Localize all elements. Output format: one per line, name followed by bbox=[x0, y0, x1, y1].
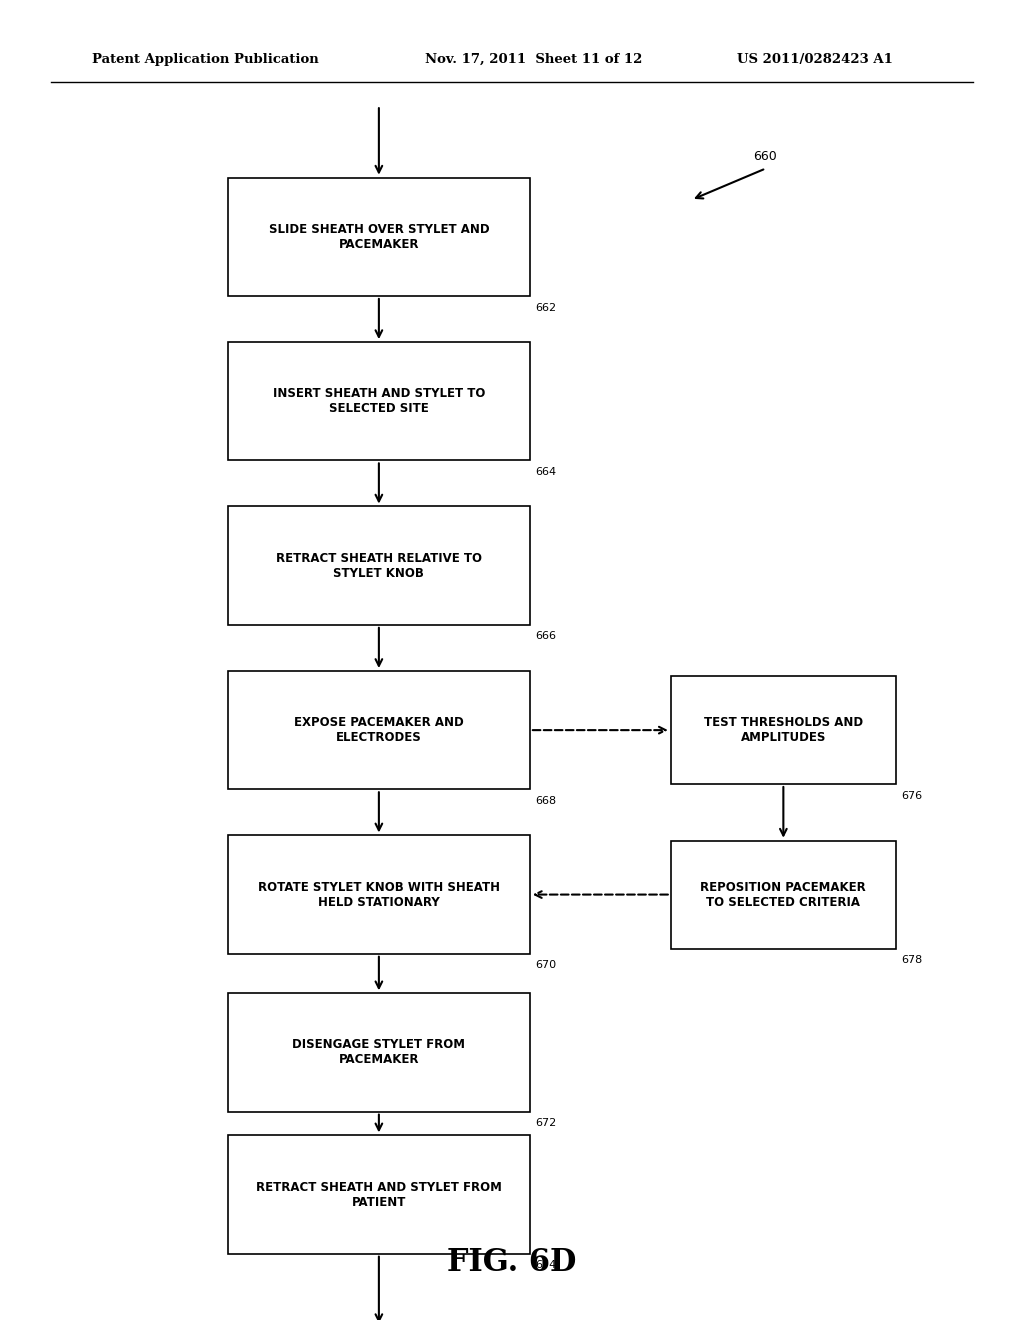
Text: 678: 678 bbox=[901, 956, 923, 965]
Text: US 2011/0282423 A1: US 2011/0282423 A1 bbox=[737, 53, 893, 66]
Text: TEST THRESHOLDS AND
AMPLITUDES: TEST THRESHOLDS AND AMPLITUDES bbox=[703, 717, 863, 744]
Text: RETRACT SHEATH RELATIVE TO
STYLET KNOB: RETRACT SHEATH RELATIVE TO STYLET KNOB bbox=[275, 552, 482, 579]
Text: Nov. 17, 2011  Sheet 11 of 12: Nov. 17, 2011 Sheet 11 of 12 bbox=[425, 53, 642, 66]
FancyBboxPatch shape bbox=[671, 676, 896, 784]
Text: 666: 666 bbox=[535, 631, 556, 642]
FancyBboxPatch shape bbox=[671, 841, 896, 949]
FancyBboxPatch shape bbox=[227, 507, 530, 624]
Text: SLIDE SHEATH OVER STYLET AND
PACEMAKER: SLIDE SHEATH OVER STYLET AND PACEMAKER bbox=[268, 223, 489, 251]
Text: 668: 668 bbox=[535, 796, 556, 807]
Text: EXPOSE PACEMAKER AND
ELECTRODES: EXPOSE PACEMAKER AND ELECTRODES bbox=[294, 717, 464, 744]
Text: DISENGAGE STYLET FROM
PACEMAKER: DISENGAGE STYLET FROM PACEMAKER bbox=[293, 1039, 465, 1067]
Text: 674: 674 bbox=[535, 1261, 556, 1270]
Text: 664: 664 bbox=[535, 467, 556, 477]
Text: FIG. 6D: FIG. 6D bbox=[447, 1247, 577, 1279]
Text: ROTATE STYLET KNOB WITH SHEATH
HELD STATIONARY: ROTATE STYLET KNOB WITH SHEATH HELD STAT… bbox=[258, 880, 500, 908]
FancyBboxPatch shape bbox=[227, 1135, 530, 1254]
FancyBboxPatch shape bbox=[227, 178, 530, 296]
Text: Patent Application Publication: Patent Application Publication bbox=[92, 53, 318, 66]
FancyBboxPatch shape bbox=[227, 342, 530, 461]
Text: 660: 660 bbox=[753, 150, 776, 164]
Text: 670: 670 bbox=[535, 961, 556, 970]
Text: 662: 662 bbox=[535, 302, 556, 313]
Text: 672: 672 bbox=[535, 1118, 556, 1129]
Text: 676: 676 bbox=[901, 791, 923, 801]
FancyBboxPatch shape bbox=[227, 993, 530, 1111]
Text: REPOSITION PACEMAKER
TO SELECTED CRITERIA: REPOSITION PACEMAKER TO SELECTED CRITERI… bbox=[700, 880, 866, 908]
FancyBboxPatch shape bbox=[227, 836, 530, 954]
Text: RETRACT SHEATH AND STYLET FROM
PATIENT: RETRACT SHEATH AND STYLET FROM PATIENT bbox=[256, 1180, 502, 1209]
Text: INSERT SHEATH AND STYLET TO
SELECTED SITE: INSERT SHEATH AND STYLET TO SELECTED SIT… bbox=[272, 387, 485, 416]
FancyBboxPatch shape bbox=[227, 671, 530, 789]
